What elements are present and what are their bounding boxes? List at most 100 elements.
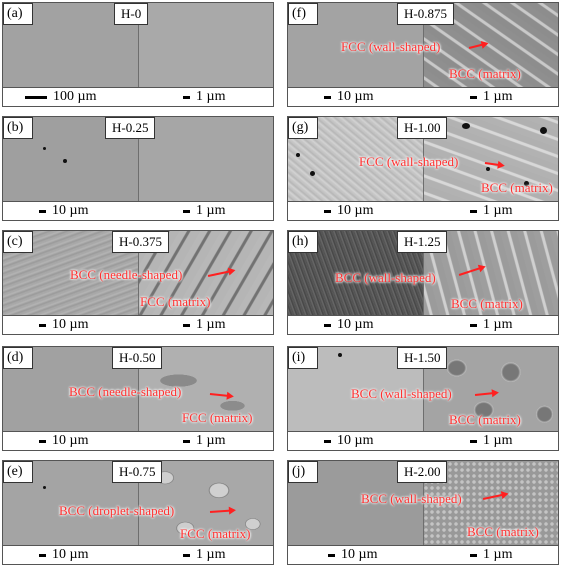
sem-image <box>287 116 559 202</box>
view-divider <box>423 3 424 87</box>
sem-image <box>287 346 559 432</box>
sample-label: H-0.75 <box>112 461 163 483</box>
pore-mark <box>540 127 547 134</box>
scale-bar-strip: 10 µm 1 µm <box>287 546 559 565</box>
annotation-bcc-matrix: BCC (matrix) <box>481 180 553 195</box>
view-divider <box>423 231 424 315</box>
micrograph-panel-g: (g) H-1.00 FCC (wall-shaped) BCC (matrix… <box>287 116 559 221</box>
view-divider <box>423 117 424 201</box>
sample-label: H-2.00 <box>397 461 448 483</box>
scale-bar-right: 1 µm <box>470 89 512 105</box>
scale-bar-strip: 10 µm 1 µm <box>287 88 559 107</box>
scale-bar-left: 10 µm <box>324 433 373 449</box>
micrograph-panel-e: (e) H-0.75 BCC (droplet-shaped) FCC (mat… <box>2 460 274 565</box>
scale-bar-left: 10 µm <box>39 203 88 219</box>
micrograph-panel-h: (h) H-1.25 BCC (wall-shaped) BCC (matrix… <box>287 230 559 335</box>
annotation-bcc-wall: BCC (wall-shaped) <box>335 270 436 285</box>
scale-bar-strip: 10 µm 1 µm <box>2 432 274 451</box>
scale-bar-right: 1 µm <box>470 203 512 219</box>
panel-letter: (a) <box>3 3 33 25</box>
view-divider <box>138 461 139 545</box>
view-divider <box>423 347 424 431</box>
scale-bar-left: 10 µm <box>39 433 88 449</box>
micrograph-panel-a: (a) H-0 100 µm 1 µm <box>2 2 274 107</box>
annotation-bcc-matrix: BCC (matrix) <box>451 296 523 311</box>
panel-letter: (j) <box>288 461 318 483</box>
pore-mark <box>338 353 342 357</box>
micrograph-panel-j: (j) H-2.00 BCC (wall-shaped) BCC (matrix… <box>287 460 559 565</box>
scale-bar-left: 10 µm <box>39 547 88 563</box>
scale-bar-right: 1 µm <box>183 89 225 105</box>
annotation-fcc-matrix: FCC (matrix) <box>180 526 251 541</box>
panel-letter: (c) <box>3 231 33 253</box>
scale-bar-left: 10 µm <box>328 547 377 563</box>
pore-mark <box>486 167 490 171</box>
scale-bar-left: 10 µm <box>39 317 88 333</box>
annotation-bcc-matrix: BCC (matrix) <box>449 66 521 81</box>
panel-letter: (g) <box>288 117 318 139</box>
annotation-bcc-droplet: BCC (droplet-shaped) <box>59 503 175 518</box>
pore-mark <box>43 486 46 489</box>
view-divider <box>138 3 139 87</box>
scale-bar-left: 10 µm <box>324 203 373 219</box>
scale-bar-left: 10 µm <box>324 89 373 105</box>
scale-bar-strip: 10 µm 1 µm <box>287 316 559 335</box>
panel-letter: (e) <box>3 461 33 483</box>
micrograph-panel-f: (f) H-0.875 FCC (wall-shaped) BCC (matri… <box>287 2 559 107</box>
view-divider <box>138 231 139 315</box>
panel-letter: (f) <box>288 3 318 25</box>
micrograph-panel-d: (d) H-0.50 BCC (needle-shaped) FCC (matr… <box>2 346 274 451</box>
scale-bar-strip: 10 µm 1 µm <box>2 316 274 335</box>
annotation-fcc-matrix: FCC (matrix) <box>182 410 253 425</box>
annotation-bcc-wall: BCC (wall-shaped) <box>351 386 452 401</box>
scale-bar-strip: 10 µm 1 µm <box>2 202 274 221</box>
annotation-fcc-wall: FCC (wall-shaped) <box>359 154 459 169</box>
pore-mark <box>43 147 46 150</box>
scale-bar-right: 1 µm <box>183 317 225 333</box>
pore-mark <box>462 123 470 129</box>
scale-bar-left: 100 µm <box>25 89 96 105</box>
pore-mark <box>63 159 67 163</box>
pore-mark <box>310 171 315 176</box>
high-mag-view <box>423 3 558 87</box>
scale-bar-right: 1 µm <box>470 317 512 333</box>
sem-image <box>287 230 559 316</box>
sample-label: H-0.875 <box>397 3 454 25</box>
micrograph-panel-b: (b) H-0.25 10 µm 1 µm <box>2 116 274 221</box>
scale-bar-right: 1 µm <box>183 203 225 219</box>
annotation-bcc-wall: BCC (wall-shaped) <box>361 491 462 506</box>
micrograph-panel-c: (c) H-0.375 BCC (needle-shaped) FCC (mat… <box>2 230 274 335</box>
panel-letter: (i) <box>288 347 318 369</box>
annotation-bcc-matrix: BCC (matrix) <box>449 412 521 427</box>
scale-bar-left: 10 µm <box>324 317 373 333</box>
view-divider <box>138 347 139 431</box>
annotation-bcc-needle: BCC (needle-shaped) <box>70 267 183 282</box>
sample-label: H-0 <box>114 3 149 25</box>
micrograph-panel-i: (i) H-1.50 BCC (wall-shaped) BCC (matrix… <box>287 346 559 451</box>
sample-label: H-1.00 <box>397 117 448 139</box>
scale-bar-right: 1 µm <box>470 547 512 563</box>
scale-bar-strip: 10 µm 1 µm <box>287 202 559 221</box>
sample-label: H-0.25 <box>105 117 156 139</box>
view-divider <box>423 461 424 545</box>
scale-bar-strip: 100 µm 1 µm <box>2 88 274 107</box>
scale-bar-right: 1 µm <box>183 547 225 563</box>
scale-bar-right: 1 µm <box>183 433 225 449</box>
annotation-fcc-wall: FCC (wall-shaped) <box>341 39 441 54</box>
scale-bar-right: 1 µm <box>470 433 512 449</box>
sample-label: H-1.50 <box>397 347 448 369</box>
panel-letter: (d) <box>3 347 33 369</box>
sample-label: H-0.50 <box>112 347 163 369</box>
scale-bar-strip: 10 µm 1 µm <box>287 432 559 451</box>
pore-mark <box>524 181 529 186</box>
annotation-bcc-needle: BCC (needle-shaped) <box>69 384 182 399</box>
sem-image <box>2 346 274 432</box>
panel-letter: (h) <box>288 231 318 253</box>
scale-bar-strip: 10 µm 1 µm <box>2 546 274 565</box>
annotation-bcc-matrix: BCC (matrix) <box>467 524 539 539</box>
sample-label: H-1.25 <box>397 231 448 253</box>
panel-letter: (b) <box>3 117 33 139</box>
pore-mark <box>296 153 300 157</box>
high-mag-view <box>138 3 273 87</box>
view-divider <box>138 117 139 201</box>
